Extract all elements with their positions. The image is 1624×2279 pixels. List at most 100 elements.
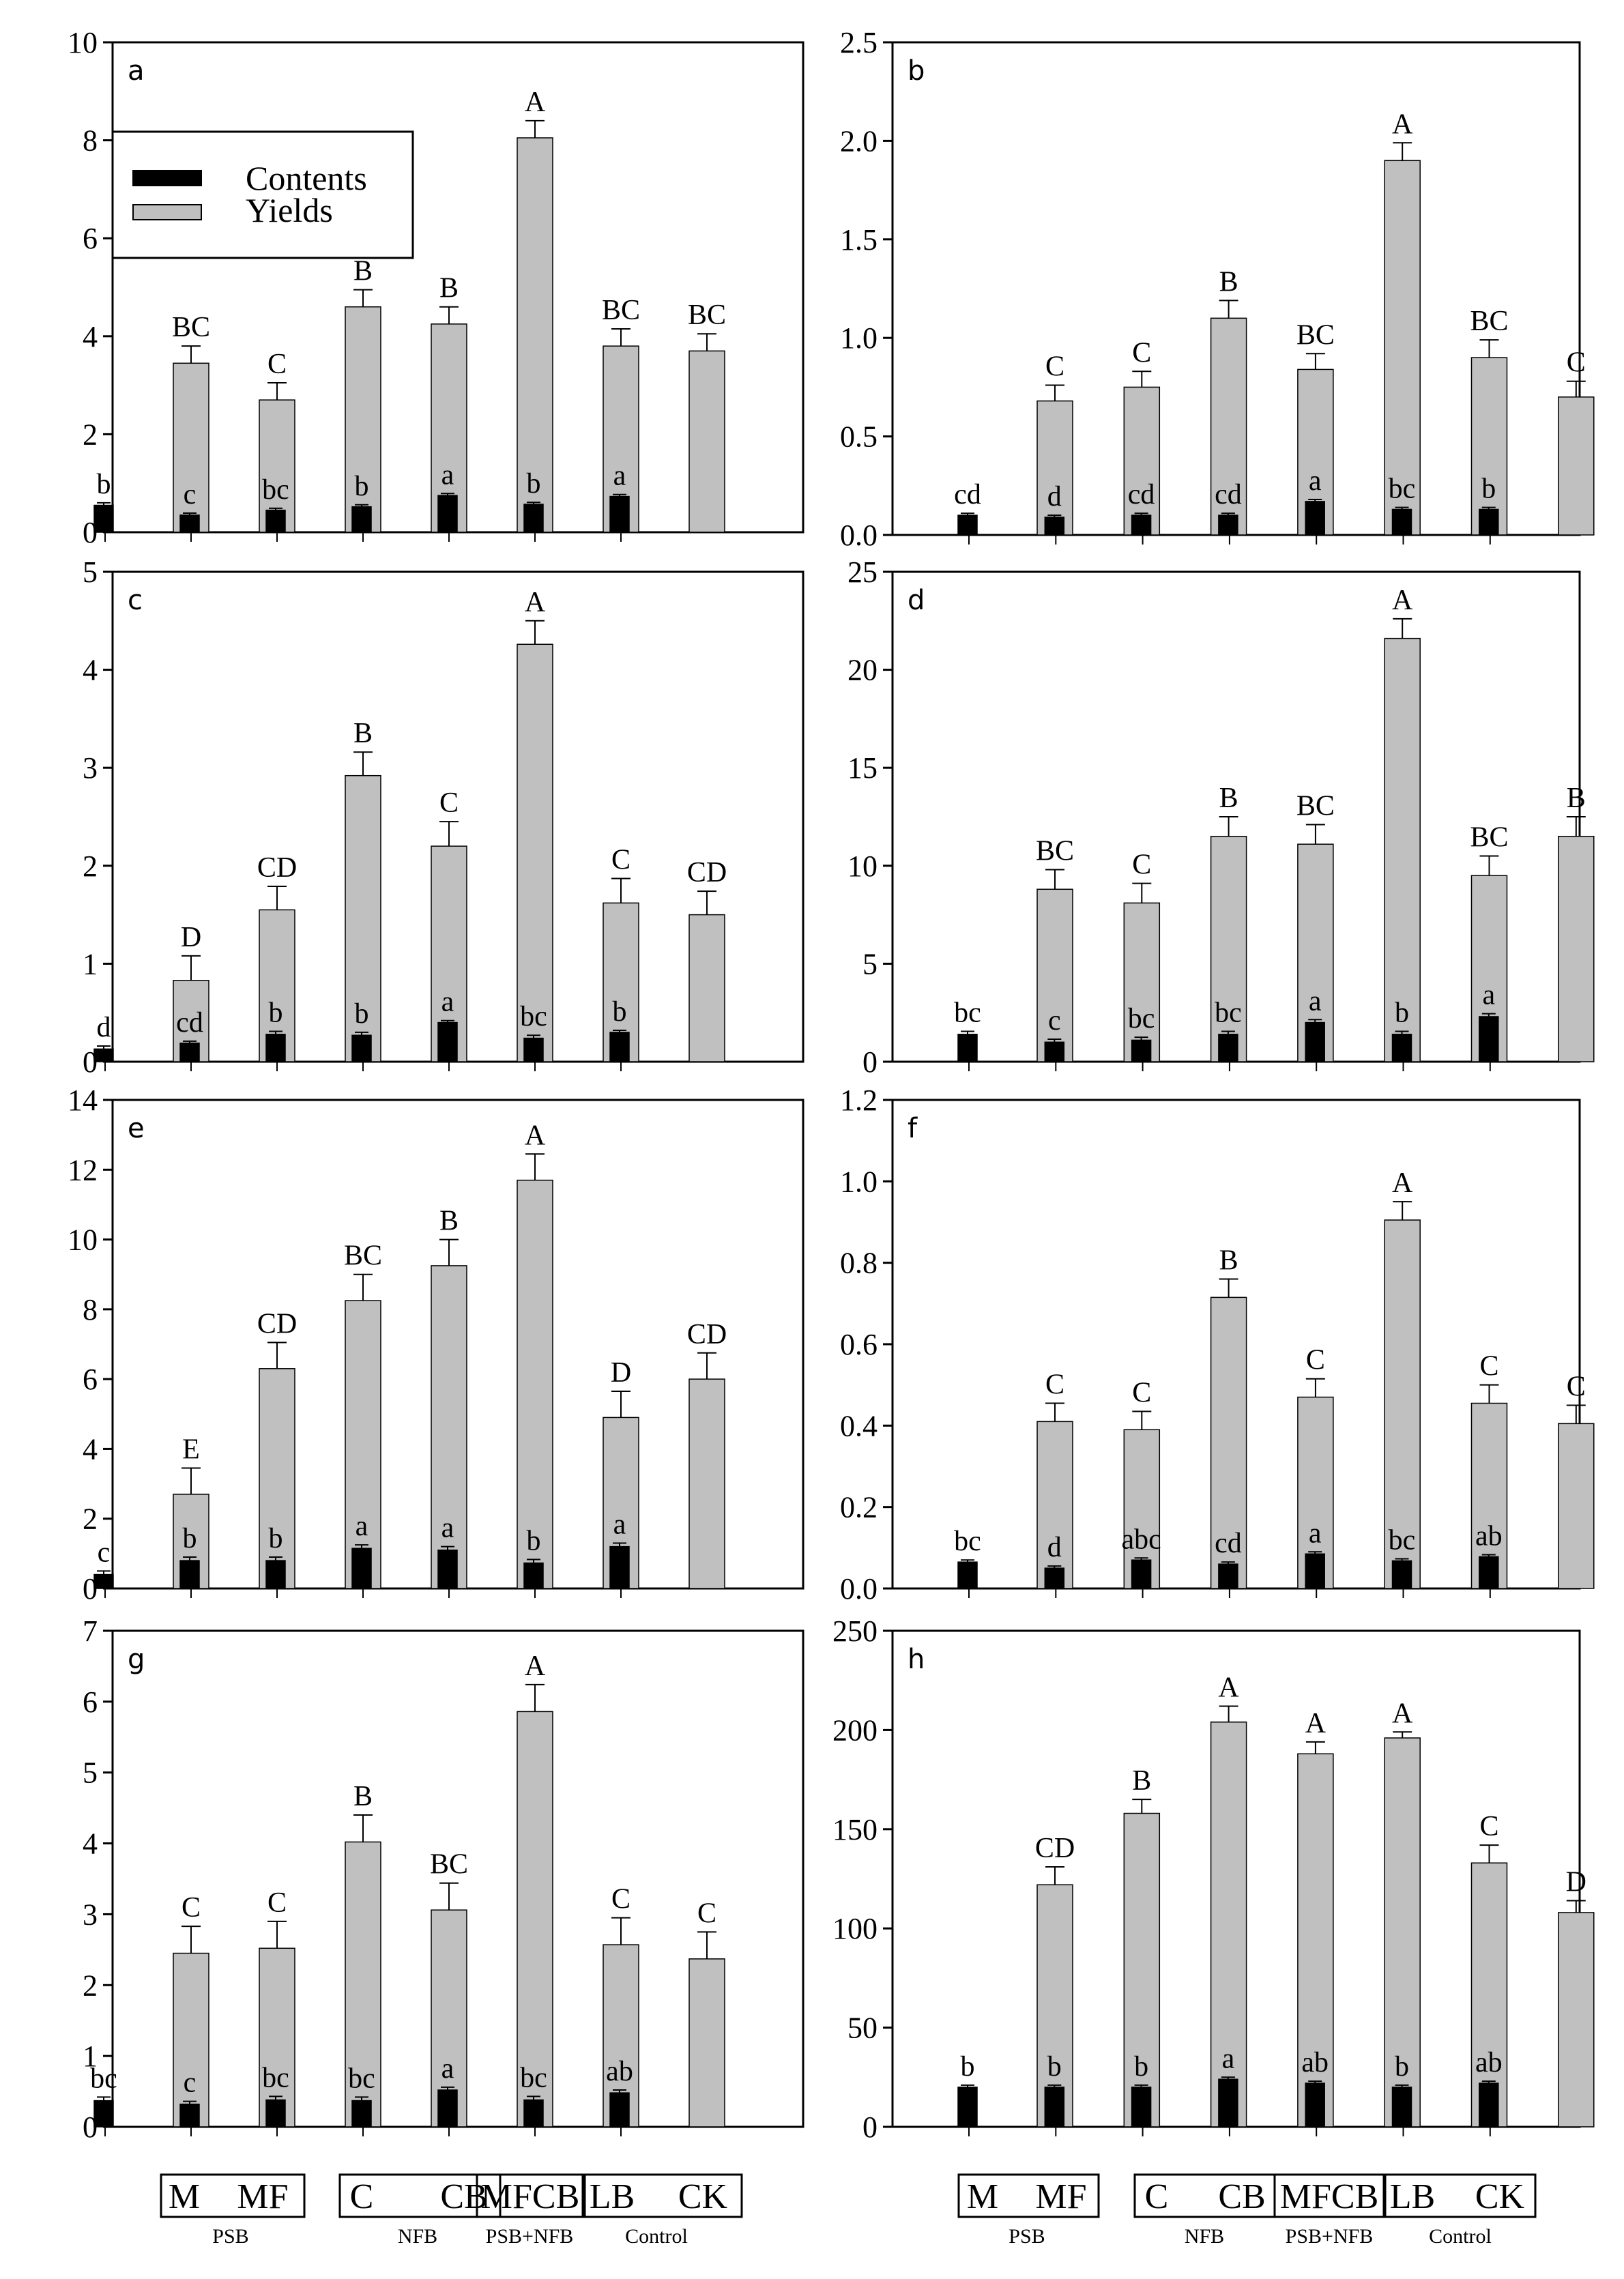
panel-letter: d bbox=[908, 585, 925, 616]
sig-letter-yields: CD bbox=[257, 1308, 297, 1339]
y-tick-label: 7 bbox=[83, 1614, 98, 1648]
bar-yields-CB bbox=[1297, 1753, 1334, 2128]
x-group-caption: Control bbox=[1429, 2225, 1492, 2248]
sig-letter-contents: cd bbox=[1215, 479, 1242, 510]
sig-letter-contents: bc bbox=[1128, 1003, 1155, 1034]
sig-letter-contents: b bbox=[355, 998, 369, 1030]
sig-letter-yields: A bbox=[525, 587, 546, 618]
y-tick-label: 5 bbox=[83, 1756, 98, 1790]
y-tick-label: 0.4 bbox=[840, 1409, 878, 1442]
bar-contents-C bbox=[1131, 1039, 1152, 1062]
bar-yields-C bbox=[345, 774, 381, 1062]
sig-letter-contents: a bbox=[356, 1511, 368, 1542]
sig-letter-yields: B bbox=[353, 256, 373, 287]
bar-contents-C bbox=[1131, 514, 1152, 536]
bar-contents-MF bbox=[1044, 517, 1065, 536]
bar-contents-MF bbox=[179, 1042, 200, 1062]
bar-yields-MFCB bbox=[1384, 160, 1421, 536]
sig-letter-yields: A bbox=[1305, 1708, 1326, 1739]
bar-contents-LB bbox=[1391, 508, 1412, 536]
sig-letter-yields: BC bbox=[688, 300, 726, 331]
x-group-NFB: C CB NFB bbox=[1133, 2173, 1276, 2248]
sig-letter-yields: C bbox=[1479, 1351, 1498, 1382]
y-tick-label: 0.2 bbox=[840, 1491, 878, 1524]
bar-contents-CK bbox=[609, 2092, 630, 2128]
bar-yields-CK bbox=[1558, 1423, 1595, 1589]
x-group-PSB: M MF PSB bbox=[957, 2173, 1100, 2248]
bar-contents-MFCB bbox=[1305, 501, 1325, 536]
sig-letter-contents: b bbox=[1395, 997, 1409, 1028]
sig-letter-contents: b bbox=[355, 471, 369, 502]
bar-contents-CK bbox=[1479, 508, 1499, 536]
x-group-frame bbox=[583, 2173, 743, 2218]
bar-contents-MFCB bbox=[437, 2089, 458, 2128]
sig-letter-yields: B bbox=[1219, 1245, 1238, 1277]
y-tick-label: 4 bbox=[83, 320, 98, 353]
y-tick-label: 1.2 bbox=[840, 1084, 878, 1117]
x-category-label: M bbox=[967, 2177, 998, 2216]
sig-letter-contents: bc bbox=[1389, 474, 1416, 505]
bar-contents-MFCB bbox=[1305, 1021, 1325, 1062]
y-tick-label: 2 bbox=[83, 1503, 98, 1536]
y-tick-label: 50 bbox=[847, 2012, 878, 2045]
sig-letter-contents: c bbox=[98, 1537, 111, 1568]
x-group-frame bbox=[957, 2173, 1100, 2218]
y-tick-label: 2 bbox=[83, 1969, 98, 2002]
sig-letter-yields: B bbox=[439, 1206, 459, 1237]
x-category-label: LB bbox=[1390, 2177, 1435, 2216]
sig-letter-contents: bc bbox=[520, 1001, 547, 1032]
panel-letter: a bbox=[128, 55, 145, 87]
panels-layer: a0246810bBCcCbcBbBaAbBCaBCb0.00.51.01.52… bbox=[68, 26, 1595, 2144]
sig-letter-contents: b bbox=[1395, 2051, 1409, 2082]
sig-letter-contents: a bbox=[441, 2053, 454, 2085]
y-tick-label: 0.8 bbox=[840, 1247, 878, 1280]
sig-letter-yields: A bbox=[525, 1120, 546, 1151]
y-tick-label: 0 bbox=[862, 2110, 878, 2144]
bar-contents-LB bbox=[1391, 2087, 1412, 2128]
y-tick-label: 2.5 bbox=[840, 26, 878, 59]
sig-letter-yields: BC bbox=[1470, 822, 1508, 853]
y-tick-label: 0.0 bbox=[840, 1572, 878, 1606]
sig-letter-yields: D bbox=[611, 1357, 631, 1389]
bar-yields-C bbox=[345, 1841, 381, 2128]
sig-letter-contents: abc bbox=[1121, 1524, 1161, 1555]
x-group-caption: PSB bbox=[1009, 2225, 1045, 2248]
sig-letter-yields: A bbox=[1218, 1672, 1239, 1704]
sig-letter-contents: bc bbox=[348, 2063, 375, 2094]
sig-letter-contents: d bbox=[97, 1012, 111, 1043]
y-tick-label: 14 bbox=[68, 1084, 98, 1117]
y-tick-label: 1.5 bbox=[840, 223, 878, 257]
sig-letter-contents: ab bbox=[1475, 1520, 1503, 1552]
sig-letter-contents: b bbox=[527, 1526, 541, 1557]
y-tick-label: 200 bbox=[832, 1713, 878, 1747]
sig-letter-contents: b bbox=[269, 997, 283, 1028]
panel-letter: b bbox=[908, 55, 925, 87]
sig-letter-yields: C bbox=[1306, 1345, 1325, 1376]
bar-contents-MFCB bbox=[1305, 1553, 1325, 1589]
y-tick-label: 250 bbox=[832, 1614, 878, 1648]
sig-letter-contents: b bbox=[1134, 2051, 1148, 2082]
bar-yields-MFCB bbox=[517, 643, 553, 1062]
sig-letter-contents: c bbox=[184, 2067, 197, 2099]
bar-yields-CK bbox=[1558, 835, 1595, 1062]
y-tick-label: 0.6 bbox=[840, 1328, 878, 1361]
sig-letter-contents: b bbox=[183, 1523, 197, 1554]
x-category-label: LB bbox=[590, 2177, 635, 2216]
sig-letter-contents: c bbox=[1048, 1005, 1061, 1036]
sig-letter-yields: A bbox=[1392, 585, 1413, 616]
sig-letter-contents: a bbox=[1222, 2043, 1235, 2074]
sig-letter-yields: C bbox=[611, 844, 630, 875]
panel-letter: c bbox=[128, 585, 143, 616]
bar-yields-CK bbox=[688, 914, 725, 1062]
sig-letter-yields: C bbox=[1132, 1377, 1151, 1408]
sig-letter-yields: BC bbox=[1296, 319, 1335, 351]
y-tick-label: 4 bbox=[83, 1827, 98, 1861]
bar-contents-M bbox=[957, 1561, 978, 1589]
x-group-caption: Control bbox=[625, 2225, 688, 2248]
y-tick-label: 6 bbox=[83, 222, 98, 255]
sig-letter-yields: C bbox=[1567, 347, 1586, 379]
